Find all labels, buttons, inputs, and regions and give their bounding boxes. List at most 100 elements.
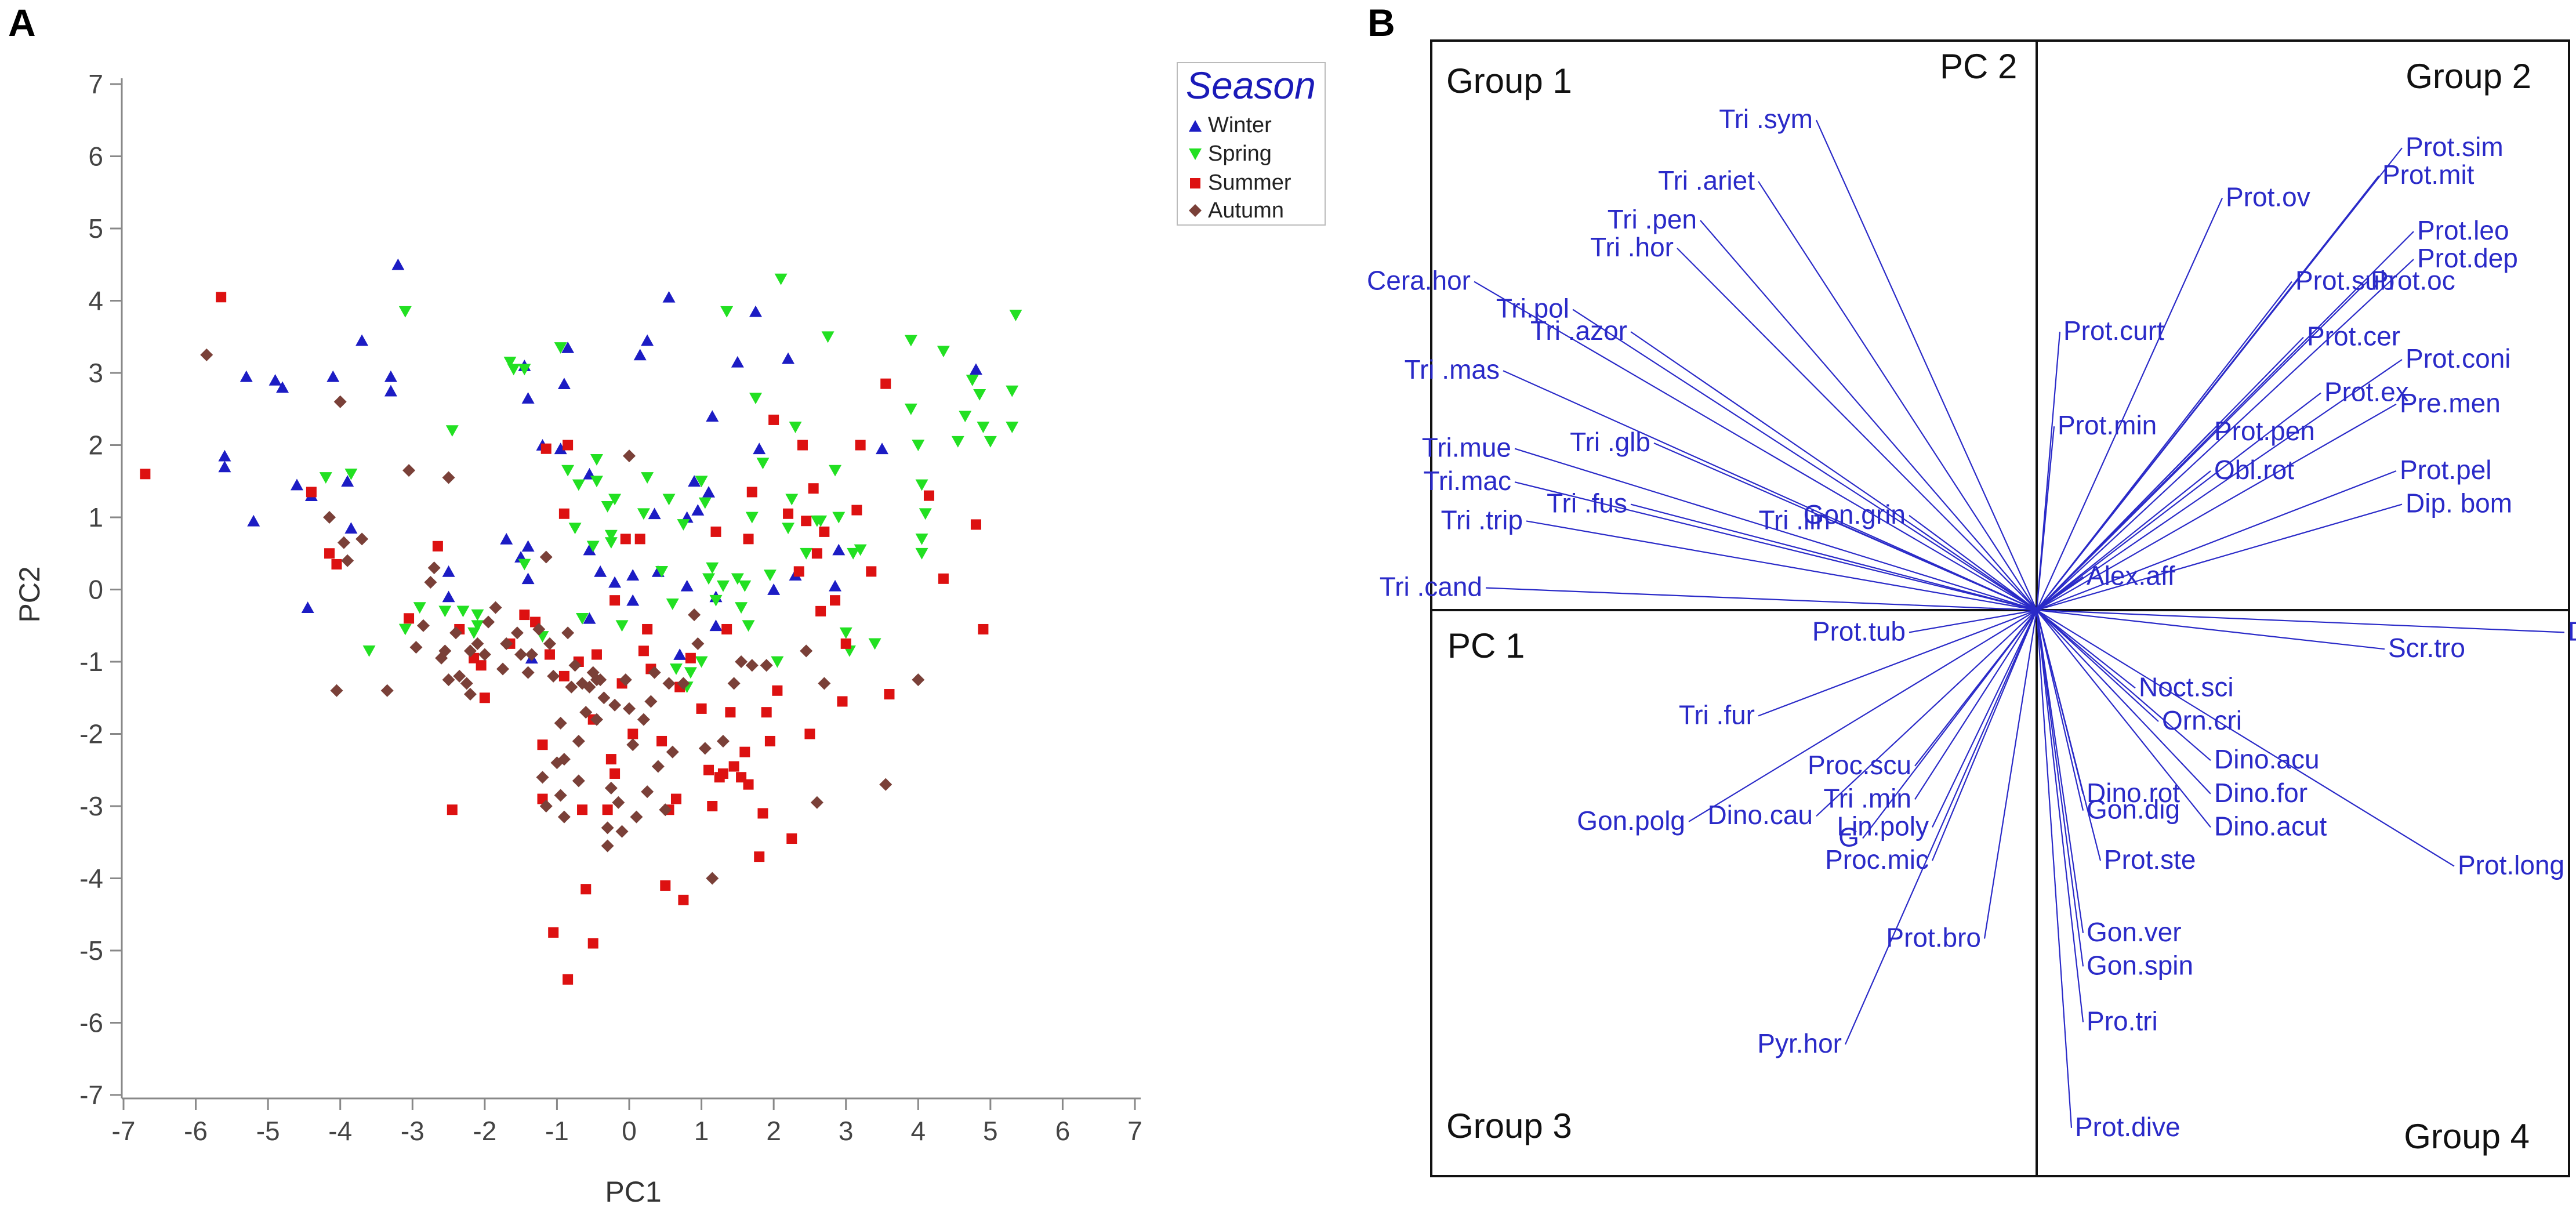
vector-label: Tri .fur [1679,699,1755,730]
y-tick-label: -4 [79,864,103,894]
point-summer [432,541,443,552]
point-autumn [727,677,741,690]
x-tick-label: 4 [910,1116,926,1146]
loading-vector [2036,610,2084,933]
point-spring [829,465,842,477]
point-winter [500,532,513,545]
point-autumn [623,702,636,715]
vector-label: Tri .glb [1570,427,1650,457]
x-axis-label: PC1 [605,1176,661,1208]
point-summer [840,638,851,649]
point-spring [912,440,925,451]
point-autumn [810,796,823,809]
vector-label: Lin.poly [1837,811,1929,841]
point-winter [648,507,661,520]
point-autumn [554,789,567,802]
legend-item-spring: Spring [1189,142,1272,166]
point-summer [638,645,649,657]
point-summer [656,735,667,746]
point-winter [641,334,654,346]
point-summer [728,761,739,772]
point-summer [884,689,895,700]
point-winter [688,475,701,487]
point-winter [626,594,640,606]
point-spring [662,494,676,506]
loading-vector [1815,119,2038,611]
legend-spring-label: Spring [1208,142,1272,166]
point-autumn [716,734,730,748]
y-axis-label: PC2 [13,566,46,622]
x-tick-label: 7 [1127,1116,1142,1146]
point-winter [557,378,571,390]
point-spring [782,523,795,535]
point-autumn [500,637,513,650]
point-summer [140,469,151,480]
point-spring [904,335,917,347]
loading-vector [2036,610,2073,1128]
loading-vector [1983,610,2038,939]
point-summer [797,440,808,451]
point-spring [839,627,852,639]
point-autumn [478,648,491,661]
point-spring [695,476,708,488]
point-spring [554,342,567,354]
point-summer [707,801,718,811]
x-tick-label: 0 [622,1116,637,1146]
point-autumn [568,659,582,672]
point-summer [938,573,949,584]
point-spring [445,425,459,437]
point-winter [691,504,705,516]
point-winter [702,485,716,498]
point-summer [808,483,819,494]
point-spring [344,468,358,480]
point-spring [604,529,618,542]
point-summer [830,595,841,606]
vector-label: Prot.sub [2295,266,2394,296]
loading-vector [1485,587,2037,611]
point-autumn [521,666,535,679]
vector-label: Pro.tri [2087,1006,2158,1036]
vector-label: Tri .pen [1608,204,1697,234]
point-spring [984,436,997,448]
point-winter [218,460,231,473]
point-autumn [442,673,455,687]
vector-label: Tri .min [1823,783,1911,813]
loading-vector [1474,281,2037,611]
point-spring [669,663,683,675]
point-winter [749,305,762,317]
loading-vector [1909,609,2037,633]
point-summer [634,534,645,545]
point-autumn [601,821,614,835]
vector-label: Gon.dig [2087,795,2180,825]
point-autumn [460,677,473,690]
point-winter [608,576,622,588]
point-autumn [453,669,466,683]
vector-label: Tri .mas [1405,354,1500,385]
point-autumn [380,684,394,697]
x-tick-label: -4 [328,1116,352,1146]
point-autumn [427,561,441,575]
point-summer [685,652,696,663]
vector-label: Prot.bro [1886,922,1981,952]
y-tick-label: -3 [79,791,103,821]
point-autumn [630,810,643,824]
point-summer [558,508,569,519]
point-autumn [561,626,575,640]
point-summer [793,566,804,577]
point-summer [602,804,613,815]
loading-vector [2036,576,2084,611]
loading-vector [2036,359,2403,611]
point-spring [771,656,784,668]
point-winter [554,443,567,455]
point-summer [642,623,653,634]
point-summer [404,613,415,624]
loading-vector [2036,610,2102,861]
point-autumn [539,550,553,564]
loading-vector [1572,309,2037,611]
vector-label: Prot.ste [2104,844,2196,875]
point-autumn [677,677,690,690]
point-summer [970,519,981,530]
point-autumn [651,760,665,773]
legend-box [1177,62,1326,226]
